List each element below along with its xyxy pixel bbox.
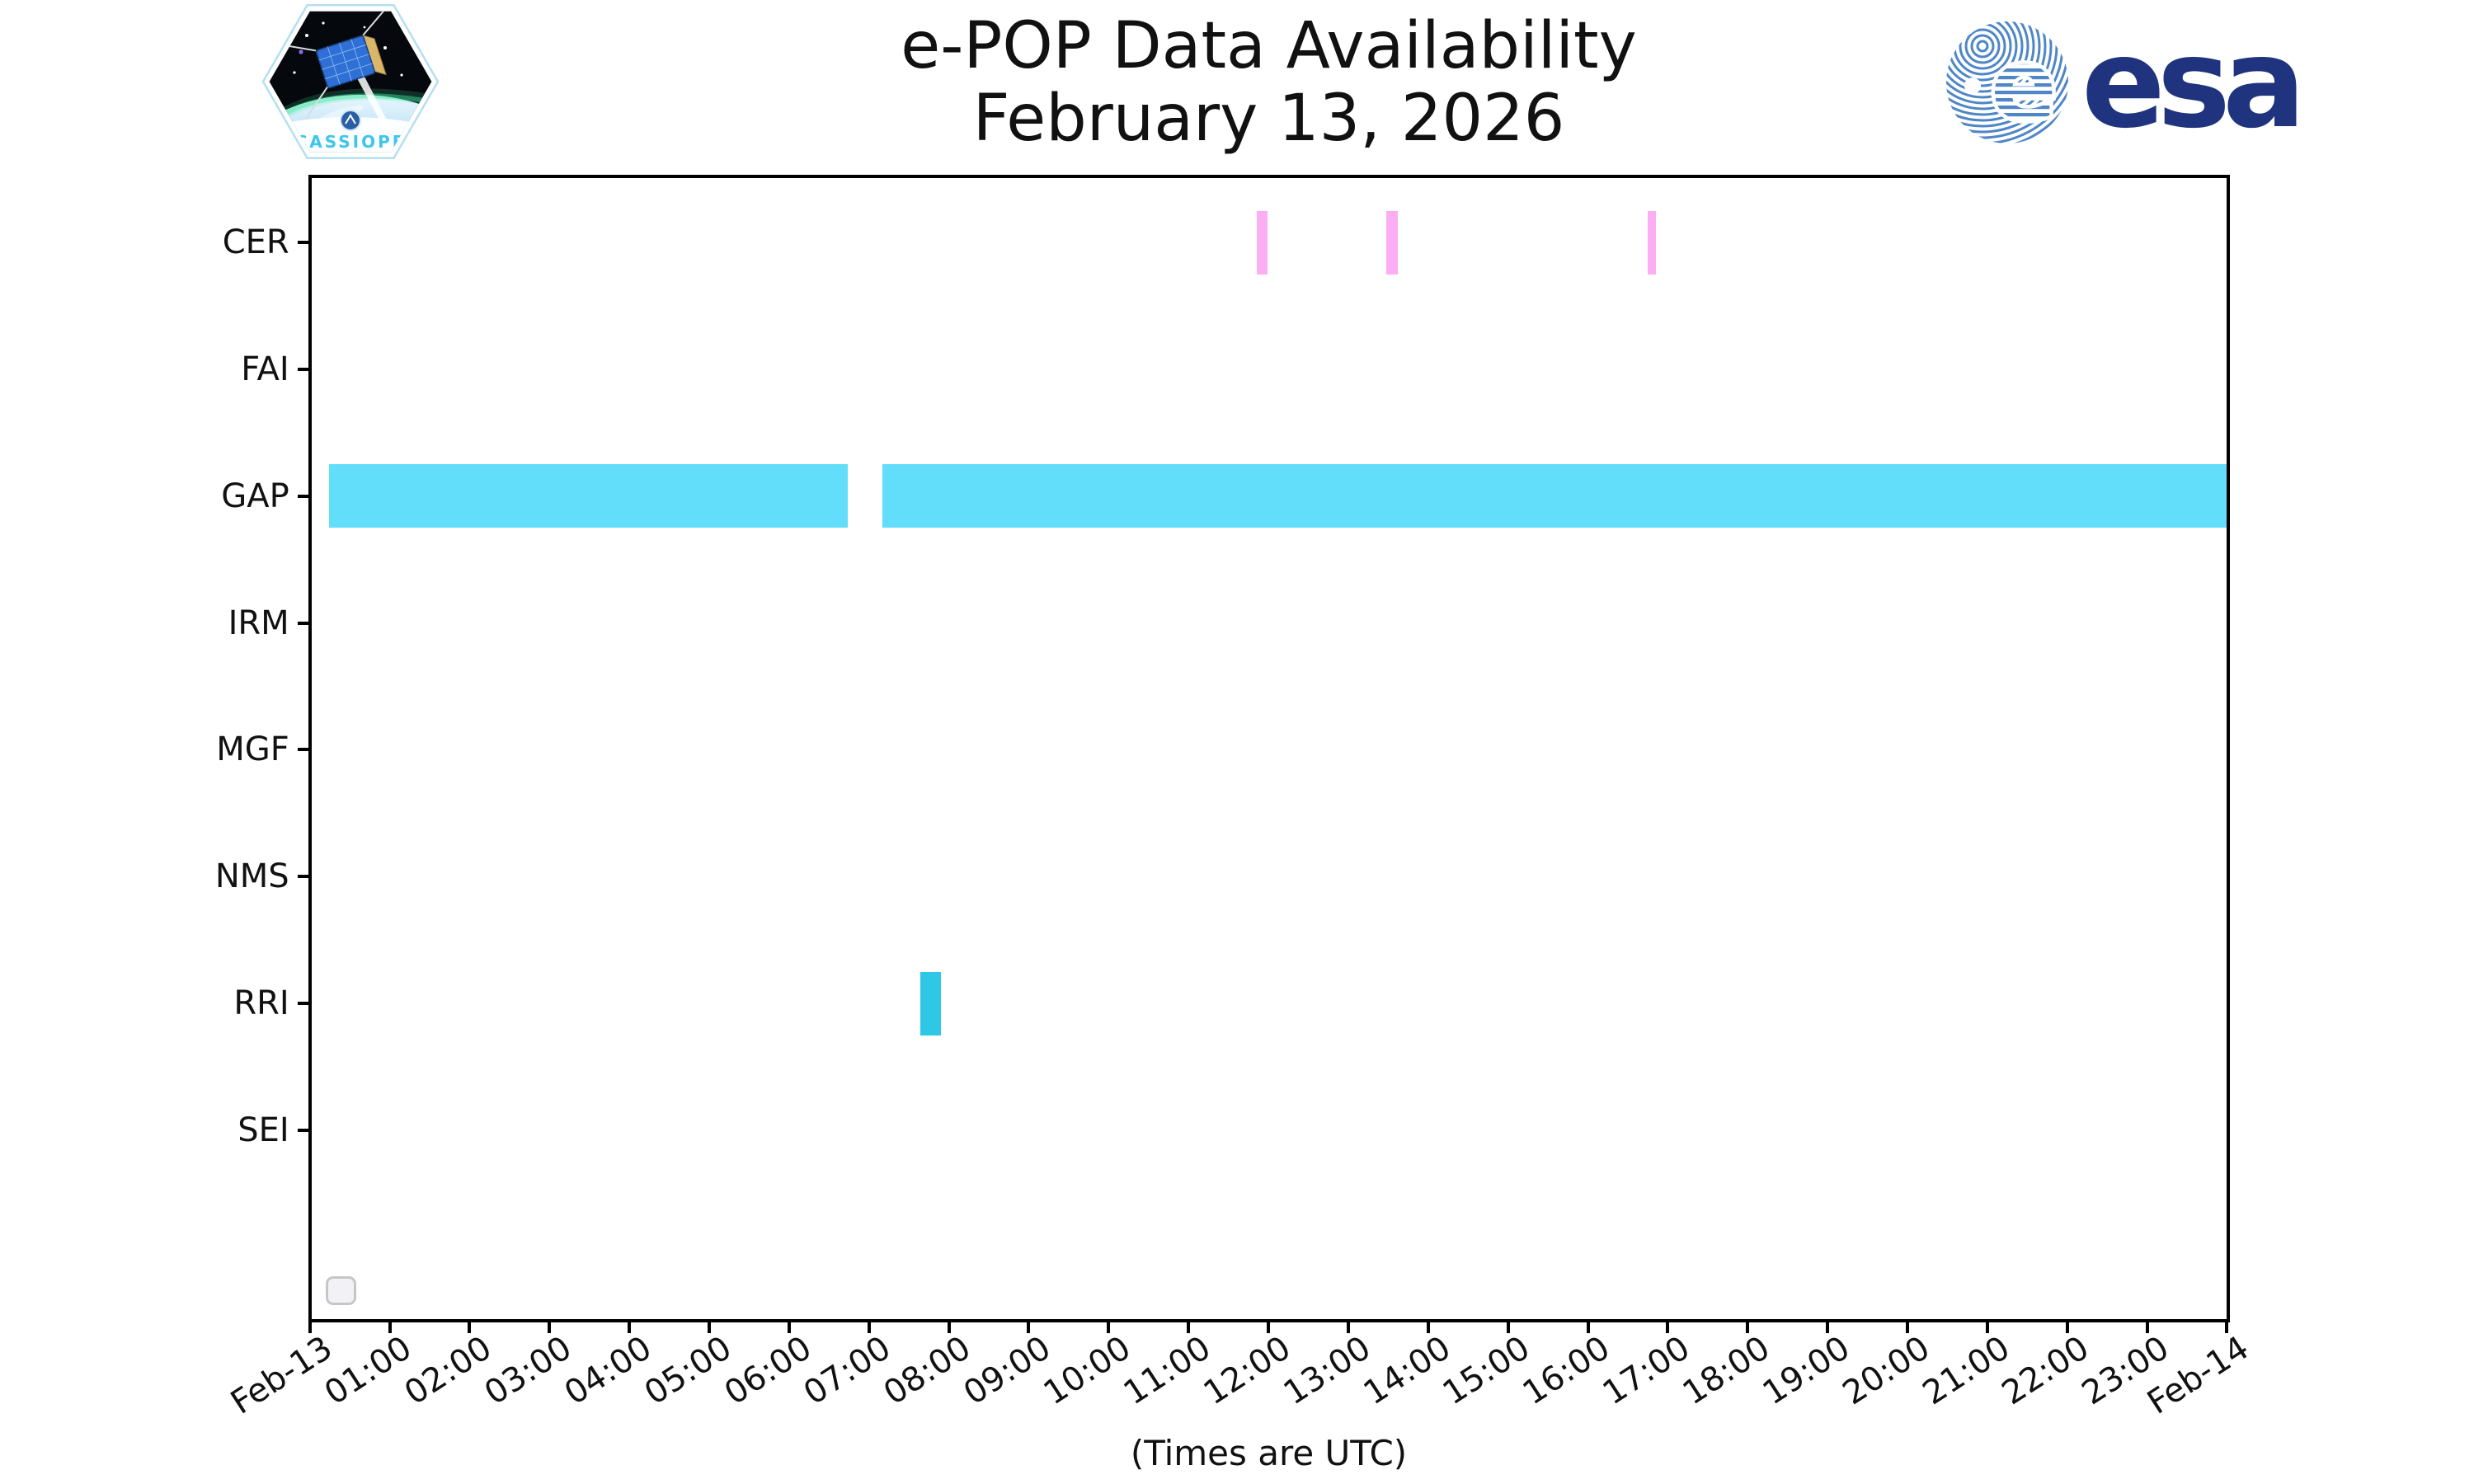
x-tick-14 [1426, 1321, 1430, 1333]
x-tick-22 [2065, 1321, 2069, 1333]
x-tick-label-7: 07:00 [797, 1329, 898, 1413]
x-tick-9 [1027, 1321, 1031, 1333]
y-tick-fai [297, 367, 310, 371]
x-tick-11 [1187, 1321, 1191, 1333]
x-tick-10 [1107, 1321, 1111, 1333]
x-tick-13 [1346, 1321, 1350, 1333]
gap-availability-bar-1 [882, 464, 2227, 528]
y-tick-nms [297, 875, 310, 879]
y-tick-irm [297, 621, 310, 625]
x-tick-label-0: Feb-13 [223, 1329, 339, 1422]
x-tick-label-11: 11:00 [1117, 1329, 1218, 1413]
x-tick-23 [2145, 1321, 2149, 1333]
x-tick-label-10: 10:00 [1037, 1329, 1138, 1413]
gap-availability-bar-0 [328, 464, 848, 528]
y-label-nms: NMS [214, 857, 289, 896]
y-label-sei: SEI [238, 1111, 289, 1150]
x-tick-label-17: 17:00 [1596, 1329, 1697, 1413]
cer-availability-bar-1 [1386, 210, 1398, 275]
patch-bottom-band [269, 117, 432, 153]
x-tick-1 [388, 1321, 392, 1333]
x-tick-3 [548, 1321, 552, 1333]
y-label-rri: RRI [233, 984, 289, 1023]
x-tick-label-4: 04:00 [557, 1329, 659, 1413]
x-tick-5 [708, 1321, 711, 1333]
y-label-fai: FAI [241, 350, 289, 388]
x-tick-label-12: 12:00 [1197, 1329, 1298, 1413]
x-tick-label-6: 06:00 [717, 1329, 818, 1413]
x-tick-label-2: 02:00 [397, 1329, 499, 1413]
x-tick-15 [1506, 1321, 1510, 1333]
x-tick-19 [1826, 1321, 1830, 1333]
x-tick-21 [1985, 1321, 1989, 1333]
x-tick-label-14: 14:00 [1357, 1329, 1457, 1413]
csa-emblem [340, 110, 361, 131]
x-tick-label-15: 15:00 [1436, 1329, 1537, 1413]
cer-availability-bar-0 [1257, 210, 1268, 275]
y-label-cer: CER [222, 223, 289, 261]
x-tick-label-20: 20:00 [1836, 1329, 1937, 1413]
x-tick-0 [308, 1321, 312, 1333]
y-tick-gap [297, 494, 310, 498]
x-tick-label-16: 16:00 [1516, 1329, 1617, 1413]
x-tick-12 [1267, 1321, 1271, 1333]
esa-logo: e esa [1946, 16, 2306, 153]
x-tick-label-3: 03:00 [477, 1329, 579, 1413]
x-tick-label-13: 13:00 [1277, 1329, 1377, 1413]
x-tick-17 [1666, 1321, 1670, 1333]
x-tick-label-8: 08:00 [877, 1329, 978, 1413]
x-tick-label-18: 18:00 [1676, 1329, 1777, 1413]
x-tick-7 [867, 1321, 871, 1333]
x-tick-18 [1746, 1321, 1750, 1333]
x-tick-label-19: 19:00 [1756, 1329, 1857, 1413]
y-label-irm: IRM [228, 603, 289, 642]
y-label-mgf: MGF [216, 730, 289, 769]
y-tick-mgf [297, 748, 310, 752]
x-tick-20 [1905, 1321, 1909, 1333]
title-line-2: February 13, 2026 [972, 82, 1565, 156]
x-tick-label-21: 21:00 [1916, 1329, 2016, 1413]
y-tick-sei [297, 1129, 310, 1133]
x-tick-label-5: 05:00 [637, 1329, 739, 1413]
rri-availability-bar-0 [920, 971, 941, 1036]
x-axis-label: (Times are UTC) [1130, 1433, 1408, 1473]
y-tick-cer [297, 241, 310, 244]
cer-availability-bar-2 [1648, 210, 1656, 275]
chart-title: e-POP Data Availability February 13, 202… [310, 10, 2227, 155]
x-tick-8 [947, 1321, 951, 1333]
esa-globe: e [1946, 21, 2068, 143]
x-tick-4 [628, 1321, 632, 1333]
esa-globe-e: e [1991, 28, 2057, 142]
y-label-gap: GAP [221, 477, 289, 515]
x-tick-24 [2225, 1321, 2229, 1333]
x-tick-16 [1586, 1321, 1590, 1333]
satellite [277, 11, 390, 119]
title-line-1: e-POP Data Availability [901, 9, 1637, 83]
x-tick-label-9: 09:00 [957, 1329, 1058, 1413]
plot-area [308, 175, 2230, 1322]
x-tick-label-1: 01:00 [317, 1329, 419, 1413]
x-tick-label-22: 22:00 [1996, 1329, 2096, 1413]
x-tick-2 [468, 1321, 472, 1333]
esa-globe-dot [1964, 77, 1981, 94]
esa-wordmark: esa [2081, 16, 2298, 153]
purple-star [299, 49, 303, 54]
cassiope-label: CASSIOPE [295, 132, 407, 152]
x-tick-6 [787, 1321, 791, 1333]
cassiope-mission-patch: CASSIOPE [261, 4, 440, 159]
legend-box [326, 1276, 356, 1305]
y-tick-rri [297, 1002, 310, 1006]
